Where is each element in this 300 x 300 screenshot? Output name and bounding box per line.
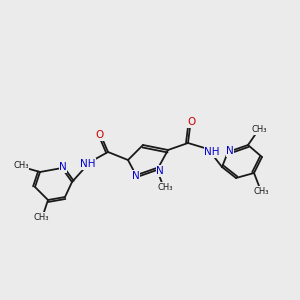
Text: O: O: [188, 117, 196, 127]
Text: CH₃: CH₃: [33, 212, 49, 221]
Text: N: N: [132, 171, 140, 181]
Text: O: O: [96, 130, 104, 140]
Text: N: N: [156, 166, 164, 176]
Text: N: N: [59, 162, 67, 172]
Text: NH: NH: [204, 147, 220, 157]
Text: CH₃: CH₃: [251, 125, 267, 134]
Text: CH₃: CH₃: [253, 187, 269, 196]
Text: CH₃: CH₃: [13, 161, 29, 170]
Text: NH: NH: [80, 159, 96, 169]
Text: N: N: [226, 146, 234, 156]
Text: CH₃: CH₃: [157, 182, 173, 191]
